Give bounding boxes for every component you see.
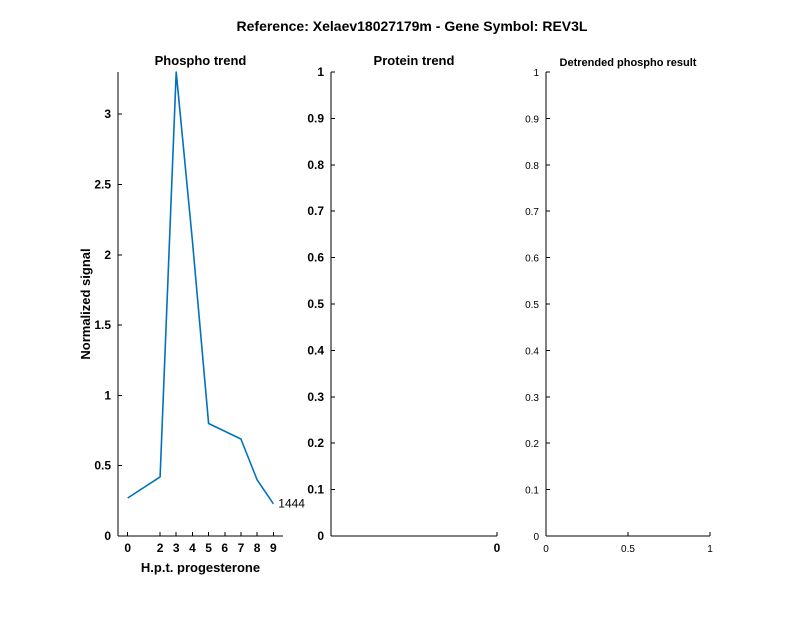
x-tick-label: 0.5 — [621, 544, 635, 555]
y-tick-label: 0.7 — [525, 207, 539, 218]
y-tick-label: 1 — [104, 388, 111, 402]
x-tick-label: 8 — [254, 541, 261, 555]
y-tick-label: 0.1 — [525, 486, 539, 497]
x-tick-label: 1 — [707, 544, 713, 555]
y-tick-label: 0 — [104, 529, 111, 543]
y-tick-label: 0.5 — [525, 300, 539, 311]
x-tick-label: 0 — [494, 541, 501, 555]
x-tick-label: 0 — [543, 544, 549, 555]
panel-2: Protein trend 0 0.1 0.2 0.3 0.4 0.5 0.6 0.7 0.8 0.… — [307, 53, 500, 555]
y-tick-label: 0.9 — [525, 114, 539, 125]
y-tick-label: 0.3 — [525, 393, 539, 404]
x-tick-label: 5 — [205, 541, 212, 555]
y-tick-label: 0.5 — [307, 297, 324, 311]
x-tick-label: 2 — [157, 541, 164, 555]
y-tick-label: 0.1 — [307, 483, 324, 497]
panel-title: Detrended phospho result — [560, 57, 697, 69]
y-tick-label: 1.5 — [94, 318, 111, 332]
y-tick-label: 0.5 — [94, 459, 111, 473]
y-tick-label: 0.7 — [307, 204, 324, 218]
figure-title: Reference: Xelaev18027179m - Gene Symbol… — [237, 18, 588, 34]
y-tick-label: 0.2 — [525, 439, 539, 450]
x-tick-label: 6 — [221, 541, 228, 555]
y-tick-label: 2 — [104, 248, 111, 262]
y-tick-label: 3 — [104, 107, 111, 121]
y-tick-label: 0.4 — [525, 346, 539, 357]
x-axis-label: H.p.t. progesterone — [141, 560, 260, 575]
series-end-label: 1444 — [278, 497, 305, 511]
y-tick-label: 0.3 — [307, 390, 324, 404]
y-tick-label: 1 — [533, 68, 539, 79]
y-tick-label: 0 — [533, 532, 539, 543]
y-tick-label: 0.6 — [307, 251, 324, 265]
x-tick-label: 4 — [189, 541, 196, 555]
y-tick-label: 0.8 — [307, 158, 324, 172]
x-tick-label: 9 — [270, 541, 277, 555]
x-tick-label: 7 — [238, 541, 245, 555]
y-tick-label: 0.6 — [525, 254, 539, 265]
y-tick-label: 0 — [317, 529, 324, 543]
y-tick-label: 0.4 — [307, 343, 324, 357]
y-tick-label: 0.9 — [307, 111, 324, 125]
y-tick-label: 0.2 — [307, 436, 324, 450]
y-tick-label: 2.5 — [94, 177, 111, 191]
x-tick-label: 3 — [173, 541, 180, 555]
y-axis-label: Normalized signal — [78, 248, 93, 359]
y-tick-label: 1 — [317, 65, 324, 79]
panel-3: Detrended phospho result 0 0.1 0.2 0.3 0.4 0.5… — [525, 57, 713, 555]
y-tick-label: 0.8 — [525, 161, 539, 172]
series-line — [127, 71, 274, 505]
x-tick-label: 0 — [124, 541, 131, 555]
panel-title: Protein trend — [374, 53, 455, 68]
panel-title: Phospho trend — [155, 53, 247, 68]
